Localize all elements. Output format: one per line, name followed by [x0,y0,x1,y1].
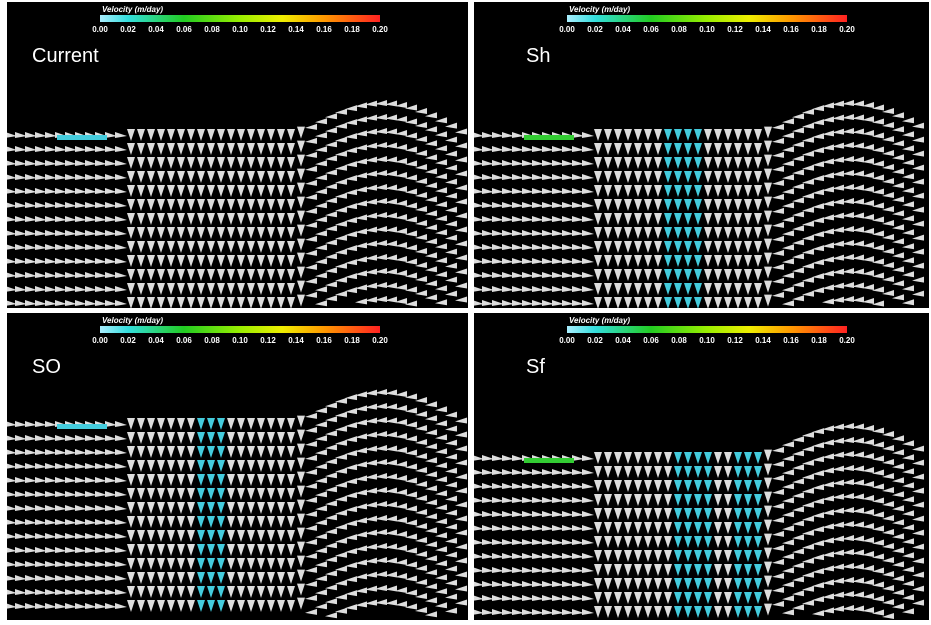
colorbar-tick-label: 0.18 [344,336,360,345]
panel: Velocity (m/day) 0.00 0.02 0.04 0.06 0.08 0.10… [474,313,929,620]
panel-canvas: Velocity (m/day) 0.00 0.02 0.04 0.06 0.08 0.10… [7,313,468,620]
colorbar-title: Velocity (m/day) [569,5,630,14]
colorbar-tick-label: 0.00 [559,336,575,345]
colorbar-tick-label: 0.20 [839,336,855,345]
panel-canvas: Velocity (m/day) 0.00 0.02 0.04 0.06 0.08 0.10… [474,2,929,308]
colorbar-tick-label: 0.02 [120,336,136,345]
colorbar-tick-label: 0.14 [288,25,304,34]
colorbar-tick-label: 0.00 [92,25,108,34]
colorbar-tick-label: 0.04 [148,25,164,34]
panel-label: Sh [526,45,550,67]
surface-band [524,135,574,140]
colorbar-tick-label: 0.12 [727,336,743,345]
colorbar-title: Velocity (m/day) [569,316,630,325]
colorbar-tick-label: 0.10 [232,336,248,345]
colorbar-tick-label: 0.06 [643,336,659,345]
colorbar-tick-label: 0.08 [204,336,220,345]
panel: Velocity (m/day) 0.00 0.02 0.04 0.06 0.08 0.10… [7,313,468,620]
colorbar-tick-label: 0.00 [92,336,108,345]
colorbar-tick-label: 0.06 [643,25,659,34]
colorbar-tick-label: 0.00 [559,25,575,34]
colorbar-tick-label: 0.20 [372,25,388,34]
panel: Velocity (m/day) 0.00 0.02 0.04 0.06 0.08 0.10… [7,2,468,308]
colorbar-tick-label: 0.16 [783,336,799,345]
figure: Velocity (m/day) 0.00 0.02 0.04 0.06 0.08 0.10… [0,0,931,625]
colorbar-tick-label: 0.02 [587,25,603,34]
vectors [7,389,467,618]
colorbar-tick-label: 0.10 [699,336,715,345]
panel-label: Current [32,45,99,67]
colorbar-tick-label: 0.16 [316,336,332,345]
colorbar-tick-label: 0.04 [148,336,164,345]
colorbar [100,15,380,22]
colorbar-tick-label: 0.18 [811,25,827,34]
colorbar-tick-label: 0.14 [288,336,304,345]
colorbar [567,15,847,22]
colorbar-tick-label: 0.18 [811,336,827,345]
vectors-cyan [197,418,225,612]
colorbar-tick-label: 0.12 [260,336,276,345]
panel: Velocity (m/day) 0.00 0.02 0.04 0.06 0.08 0.10… [474,2,929,308]
colorbar-tick-label: 0.06 [176,336,192,345]
surface-band [57,424,107,429]
colorbar-tick-label: 0.08 [671,25,687,34]
panel-canvas: Velocity (m/day) 0.00 0.02 0.04 0.06 0.08 0.10… [7,2,468,308]
colorbar-tick-label: 0.12 [260,25,276,34]
colorbar-title: Velocity (m/day) [102,316,163,325]
colorbar-tick-label: 0.04 [615,336,631,345]
colorbar-tick-label: 0.16 [783,25,799,34]
colorbar [100,326,380,333]
vectors-cyan [664,129,702,308]
colorbar-tick-label: 0.16 [316,25,332,34]
colorbar-tick-label: 0.12 [727,25,743,34]
colorbar-tick-label: 0.14 [755,25,771,34]
colorbar-tick-label: 0.10 [699,25,715,34]
panel-canvas: Velocity (m/day) 0.00 0.02 0.04 0.06 0.08 0.10… [474,313,929,620]
colorbar-title: Velocity (m/day) [102,5,163,14]
panel-label: SO [32,356,61,378]
colorbar-tick-label: 0.20 [372,336,388,345]
panel-label: Sf [526,356,545,378]
colorbar-tick-label: 0.20 [839,25,855,34]
colorbar-tick-label: 0.08 [204,25,220,34]
colorbar-tick-label: 0.18 [344,25,360,34]
colorbar-tick-label: 0.10 [232,25,248,34]
colorbar-tick-label: 0.14 [755,336,771,345]
colorbar-tick-label: 0.02 [587,336,603,345]
colorbar [567,326,847,333]
surface-band [524,458,574,463]
vectors [7,100,467,308]
colorbar-tick-label: 0.06 [176,25,192,34]
surface-band [57,135,107,140]
colorbar-tick-label: 0.08 [671,336,687,345]
colorbar-tick-label: 0.04 [615,25,631,34]
colorbar-tick-label: 0.02 [120,25,136,34]
